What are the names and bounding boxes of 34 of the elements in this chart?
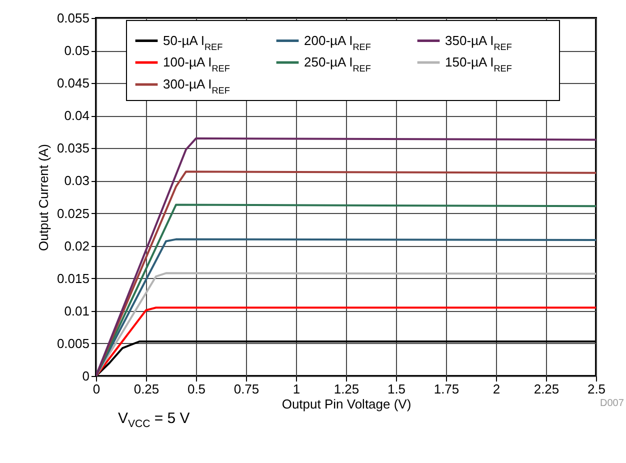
legend-label: 250-µA I$_{REF}$ <box>304 54 372 74</box>
y-tick-label: 0 <box>82 368 90 384</box>
legend-label: 200-µA I$_{REF}$ <box>304 32 372 52</box>
legend-label: 350-µA I$_{REF}$ <box>445 32 512 52</box>
x-tick-label: 0.25 <box>134 382 160 396</box>
x-tick-label: 1 <box>292 382 300 396</box>
x-tick-label: 2 <box>492 382 500 396</box>
y-tick-label: 0.025 <box>56 206 90 221</box>
y-tick-label: 0.015 <box>56 270 90 286</box>
x-axis-title: Output Pin Voltage (V) <box>282 396 412 412</box>
y-tick-label: 0.055 <box>56 10 90 26</box>
text: V$_{VCC}$ = 5 V <box>118 410 190 430</box>
legend-label: 150-µA I$_{REF}$ <box>445 54 512 74</box>
x-tick-label: 0.5 <box>187 382 206 396</box>
y-tick-label: 0.04 <box>64 108 90 124</box>
x-tick-label: 2.5 <box>587 382 606 396</box>
y-tick-label: 0.05 <box>64 43 90 58</box>
x-tick-label: 0.75 <box>234 382 260 396</box>
y-tick-label: 0.01 <box>64 303 90 318</box>
legend-label: 100-µA I$_{REF}$ <box>163 54 230 74</box>
x-tick-label: 0 <box>92 382 100 396</box>
x-tick-label: 1.75 <box>434 382 460 396</box>
y-tick-label: 0.02 <box>64 238 90 254</box>
legend-label: 300-µA I$_{REF}$ <box>163 76 230 96</box>
y-tick-label: 0.005 <box>56 336 90 351</box>
y-tick-label: 0.035 <box>56 140 90 156</box>
x-tick-label: 1.5 <box>387 382 406 396</box>
x-tick-label: 2.25 <box>534 382 560 396</box>
y-tick-label: 0.03 <box>64 173 90 188</box>
legend-label: 50-µA I$_{REF}$ <box>163 32 224 52</box>
x-tick-label: 1.25 <box>334 382 360 396</box>
y-axis-title: Output Current (A) <box>36 144 51 251</box>
text: D007 <box>600 398 624 409</box>
y-tick-label: 0.045 <box>56 76 90 91</box>
